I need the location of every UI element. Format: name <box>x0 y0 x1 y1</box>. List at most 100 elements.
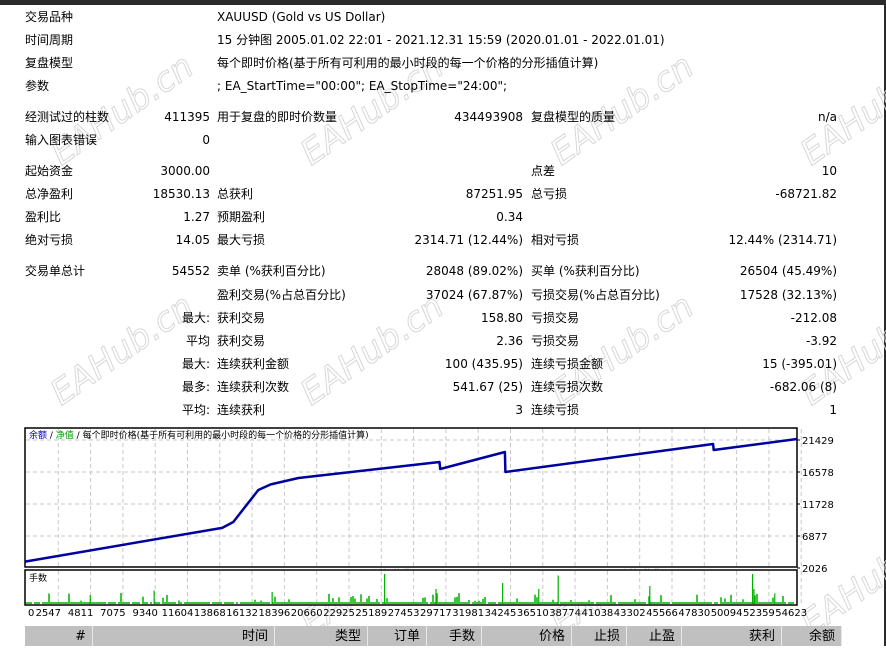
legend-sep2: / <box>74 431 83 441</box>
stat-value: 12.44% (2314.71) <box>728 233 837 247</box>
x-tick-label: 7075 <box>100 608 125 619</box>
column-header[interactable]: 订单 <box>368 626 427 646</box>
stat-label: 交易单总计 <box>25 264 86 278</box>
stat-value: 1 <box>829 403 837 417</box>
stat-value: 0.34 <box>496 210 523 224</box>
stat-value: 28048 (89.02%) <box>425 264 523 278</box>
balance-line <box>24 437 798 563</box>
stat-value: -682.06 (8) <box>769 380 837 394</box>
stat-label: 买单 (%获利百分比) <box>531 264 640 278</box>
header-value: ; EA_StartTime="00:00"; EA_StopTime="24:… <box>217 79 508 93</box>
y-tick-label: 6877 <box>802 532 827 543</box>
x-tick-label: 54623 <box>775 608 807 619</box>
y-tick-label: 16578 <box>802 468 834 479</box>
x-tick-label: 36510 <box>517 608 549 619</box>
stat-value: 15 (-395.01) <box>762 357 837 371</box>
x-tick-label: 38774 <box>549 608 581 619</box>
stat-value: 54552 <box>171 264 210 278</box>
stat-value: 37024 (67.87%) <box>425 288 523 302</box>
x-tick-label: 31981 <box>452 608 484 619</box>
x-tick-label: 2547 <box>36 608 61 619</box>
stat-value: 2.36 <box>496 334 523 348</box>
stat-value: 1.27 <box>183 210 210 224</box>
stat-value: 18530.13 <box>152 187 210 201</box>
stat-value: -212.08 <box>790 311 837 325</box>
stat-label: 获利交易 <box>217 334 266 348</box>
stat-value: 平均: <box>181 403 210 417</box>
stat-label: 绝对亏损 <box>25 233 74 247</box>
legend-equity: 净值 <box>56 429 74 441</box>
header-value: 每个即时价格(基于所有可利用的最小时段的每一个价格的分形插值计算) <box>217 56 599 70</box>
header-label: 复盘模型 <box>25 56 74 70</box>
x-tick-label: 47830 <box>678 608 710 619</box>
stat-label: 获利交易 <box>217 311 266 325</box>
stat-label: 亏损交易(%占总百分比) <box>531 288 660 302</box>
x-tick-label: 0 <box>28 608 34 619</box>
header-label: 参数 <box>25 79 50 93</box>
stat-label: 连续获利金额 <box>217 357 290 371</box>
stat-value: 最大: <box>181 311 210 325</box>
x-tick-label: 13868 <box>194 608 226 619</box>
stat-label: 总净盈利 <box>25 187 74 201</box>
column-header[interactable]: 手数 <box>427 626 482 646</box>
stat-value: n/a <box>817 110 837 124</box>
volume-area <box>24 569 798 606</box>
x-tick-label: 29717 <box>420 608 452 619</box>
stat-value: 最多: <box>181 380 210 394</box>
x-tick-label: 16132 <box>226 608 258 619</box>
stat-value: 541.67 (25) <box>452 380 523 394</box>
column-header[interactable]: 止损 <box>572 626 627 646</box>
window-right-border <box>884 0 886 646</box>
x-tick-label: 4811 <box>68 608 93 619</box>
stat-label: 总获利 <box>217 187 254 201</box>
column-header[interactable]: 类型 <box>275 626 368 646</box>
stat-label: 卖单 (%获利百分比) <box>217 264 326 278</box>
x-tick-label: 34245 <box>485 608 517 619</box>
y-tick-label: 11728 <box>802 500 834 511</box>
stat-label: 连续亏损次数 <box>531 380 604 394</box>
x-tick-label: 43302 <box>614 608 646 619</box>
stat-label: 亏损交易 <box>531 334 580 348</box>
stat-label: 起始资金 <box>25 164 74 178</box>
stat-label: 连续获利次数 <box>217 380 290 394</box>
stat-label: 总亏损 <box>531 187 568 201</box>
stat-label: 点差 <box>531 164 556 178</box>
x-tick-label: 41038 <box>581 608 613 619</box>
x-tick-label: 18396 <box>258 608 290 619</box>
stat-value: 2314.71 (12.44%) <box>414 233 523 247</box>
stat-value: 158.80 <box>481 311 523 325</box>
stat-value: 434493908 <box>454 110 523 124</box>
stat-label: 经测试过的柱数 <box>25 110 110 124</box>
stat-value: 100 (435.95) <box>444 357 523 371</box>
stat-value: 平均 <box>185 334 210 348</box>
y-tick-label: 21429 <box>802 436 834 447</box>
stat-value: 87251.95 <box>465 187 523 201</box>
volume-label: 手数 <box>29 572 47 584</box>
header-value: XAUUSD (Gold vs US Dollar) <box>217 10 386 24</box>
stat-value: 最大: <box>181 357 210 371</box>
stat-value: 3 <box>515 403 523 417</box>
header-value: 15 分钟图 2005.01.02 22:01 - 2021.12.31 15:… <box>217 33 665 47</box>
stat-value: 3000.00 <box>160 164 210 178</box>
column-header[interactable]: # <box>25 626 93 646</box>
column-header[interactable]: 止盈 <box>627 626 682 646</box>
window-top-border <box>0 0 886 5</box>
column-header[interactable]: 余额 <box>782 626 842 646</box>
stat-value: 10 <box>821 164 837 178</box>
stat-label: 最大亏损 <box>217 233 266 247</box>
legend-sep1: / <box>47 431 56 441</box>
header-label: 时间周期 <box>25 33 74 47</box>
stat-label: 连续获利 <box>217 403 266 417</box>
x-tick-label: 50094 <box>711 608 743 619</box>
stat-label: 相对亏损 <box>531 233 580 247</box>
stat-label: 盈利比 <box>25 210 62 224</box>
legend-model: 每个即时价格(基于所有可利用的最小时段的每一个价格的分形插值计算) <box>83 429 369 441</box>
stat-value: -68721.82 <box>775 187 837 201</box>
x-tick-label: 25189 <box>355 608 387 619</box>
column-header[interactable]: 时间 <box>93 626 275 646</box>
stat-label: 预期盈利 <box>217 210 266 224</box>
stat-value: -3.92 <box>805 334 837 348</box>
column-header[interactable]: 价格 <box>482 626 572 646</box>
column-header[interactable]: 获利 <box>682 626 782 646</box>
stat-value: 0 <box>202 133 210 147</box>
